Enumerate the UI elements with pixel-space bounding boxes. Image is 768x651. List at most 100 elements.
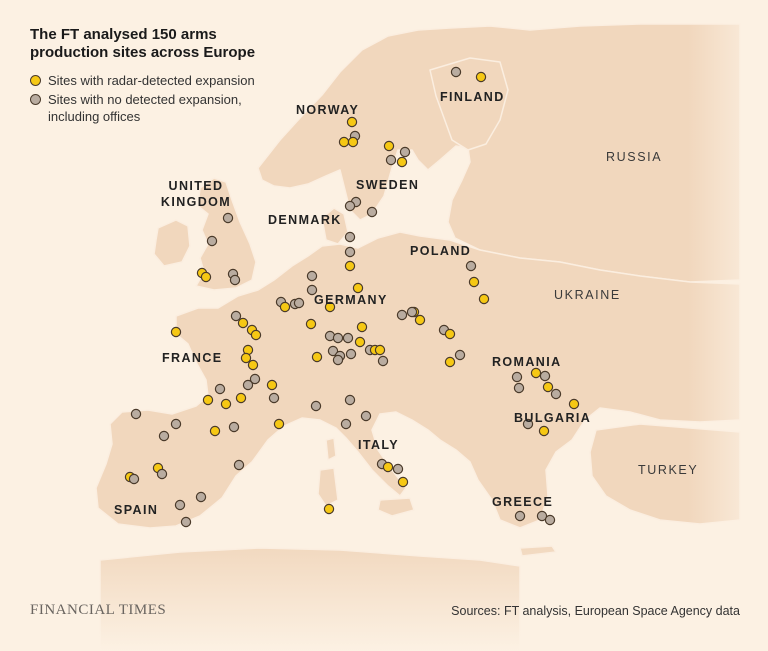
site-marker-expansion: [209, 425, 221, 437]
site-marker-no-expansion: [229, 274, 241, 286]
site-marker-expansion: [354, 336, 366, 348]
label-romania: ROMANIA: [492, 355, 562, 369]
site-marker-expansion: [347, 136, 359, 148]
legend-item-no-expansion: Sites with no detected expansion, includ…: [30, 91, 270, 125]
site-marker-no-expansion: [522, 418, 534, 430]
site-marker-expansion: [444, 328, 456, 340]
site-marker-expansion: [247, 359, 259, 371]
site-marker-no-expansion: [174, 499, 186, 511]
site-marker-expansion: [414, 314, 426, 326]
site-marker-no-expansion: [406, 306, 418, 318]
site-marker-expansion: [266, 379, 278, 391]
site-marker-expansion: [311, 351, 323, 363]
site-marker-no-expansion: [158, 430, 170, 442]
site-marker-expansion: [220, 398, 232, 410]
label-sweden: SWEDEN: [356, 178, 420, 192]
site-marker-no-expansion: [233, 459, 245, 471]
site-marker-no-expansion: [539, 370, 551, 382]
site-marker-expansion: [250, 329, 262, 341]
finland-land: [429, 57, 509, 151]
site-marker-no-expansion: [396, 309, 408, 321]
site-marker-no-expansion: [130, 408, 142, 420]
site-marker-no-expansion: [340, 418, 352, 430]
site-marker-no-expansion: [249, 373, 261, 385]
site-marker-expansion: [273, 418, 285, 430]
sardinia-land: [317, 467, 339, 507]
site-markers: [124, 66, 580, 528]
label-russia: RUSSIA: [606, 150, 663, 164]
site-marker-no-expansion: [450, 66, 462, 78]
site-marker-no-expansion: [377, 355, 389, 367]
site-marker-expansion: [235, 392, 247, 404]
great-britain-land: [195, 177, 257, 291]
map-title: The FT analysed 150 arms production site…: [30, 26, 256, 61]
site-marker-expansion: [237, 317, 249, 329]
site-marker-no-expansion: [293, 297, 305, 309]
site-marker-no-expansion: [242, 379, 254, 391]
site-marker-no-expansion: [327, 345, 339, 357]
site-marker-no-expansion: [170, 418, 182, 430]
site-marker-expansion: [397, 476, 409, 488]
site-marker-expansion: [338, 136, 350, 148]
corsica-land: [325, 437, 337, 461]
site-marker-expansion: [202, 394, 214, 406]
site-marker-expansion: [444, 356, 456, 368]
site-marker-no-expansion: [344, 246, 356, 258]
site-marker-expansion: [170, 326, 182, 338]
site-marker-expansion: [468, 276, 480, 288]
site-marker-no-expansion: [465, 260, 477, 272]
site-marker-no-expansion: [544, 514, 556, 526]
site-marker-no-expansion: [332, 332, 344, 344]
site-marker-expansion: [530, 367, 542, 379]
label-bulgaria: BULGARIA: [514, 411, 592, 425]
site-marker-no-expansion: [344, 231, 356, 243]
site-marker-no-expansion: [399, 146, 411, 158]
site-marker-no-expansion: [128, 473, 140, 485]
denmark-land: [321, 207, 349, 245]
site-marker-no-expansion: [344, 200, 356, 212]
grey-dot-icon: [30, 94, 41, 105]
legend-label-no-expansion: Sites with no detected expansion, includ…: [48, 92, 242, 124]
label-norway: NORWAY: [296, 103, 360, 117]
label-greece: GREECE: [492, 495, 554, 509]
site-marker-expansion: [356, 321, 368, 333]
legend: Sites with radar-detected expansion Site…: [30, 72, 270, 127]
site-marker-no-expansion: [310, 400, 322, 412]
site-marker-expansion: [383, 140, 395, 152]
site-marker-no-expansion: [536, 510, 548, 522]
site-marker-expansion: [324, 301, 336, 313]
label-denmark: DENMARK: [268, 213, 342, 227]
site-marker-no-expansion: [230, 310, 242, 322]
site-marker-expansion: [382, 461, 394, 473]
ft-brand-logo: FINANCIAL TIMES: [30, 602, 167, 618]
site-marker-no-expansion: [156, 468, 168, 480]
site-marker-no-expansion: [513, 382, 525, 394]
site-marker-no-expansion: [342, 332, 354, 344]
sicily-land: [377, 497, 415, 517]
site-marker-no-expansion: [454, 349, 466, 361]
site-marker-no-expansion: [214, 383, 226, 395]
continental-europe-land: [95, 231, 741, 529]
site-marker-no-expansion: [360, 410, 372, 422]
site-marker-expansion: [344, 260, 356, 272]
site-marker-no-expansion: [392, 463, 404, 475]
site-marker-no-expansion: [550, 388, 562, 400]
site-marker-expansion: [305, 318, 317, 330]
label-finland: FINLAND: [440, 90, 505, 104]
site-marker-no-expansion: [511, 371, 523, 383]
legend-label-expansion: Sites with radar-detected expansion: [48, 73, 255, 88]
label-germany: GERMANY: [314, 293, 388, 307]
yellow-dot-icon: [30, 75, 41, 86]
label-united-kingdom: UNITED KINGDOM: [160, 179, 232, 209]
site-marker-no-expansion: [385, 154, 397, 166]
label-turkey: TURKEY: [638, 463, 699, 477]
site-marker-expansion: [323, 503, 335, 515]
site-marker-no-expansion: [306, 270, 318, 282]
label-ukraine: UKRAINE: [554, 288, 621, 302]
site-marker-no-expansion: [268, 392, 280, 404]
site-marker-no-expansion: [514, 510, 526, 522]
ireland-land: [153, 219, 191, 267]
source-note: Sources: FT analysis, European Space Age…: [451, 604, 740, 618]
site-marker-no-expansion: [180, 516, 192, 528]
